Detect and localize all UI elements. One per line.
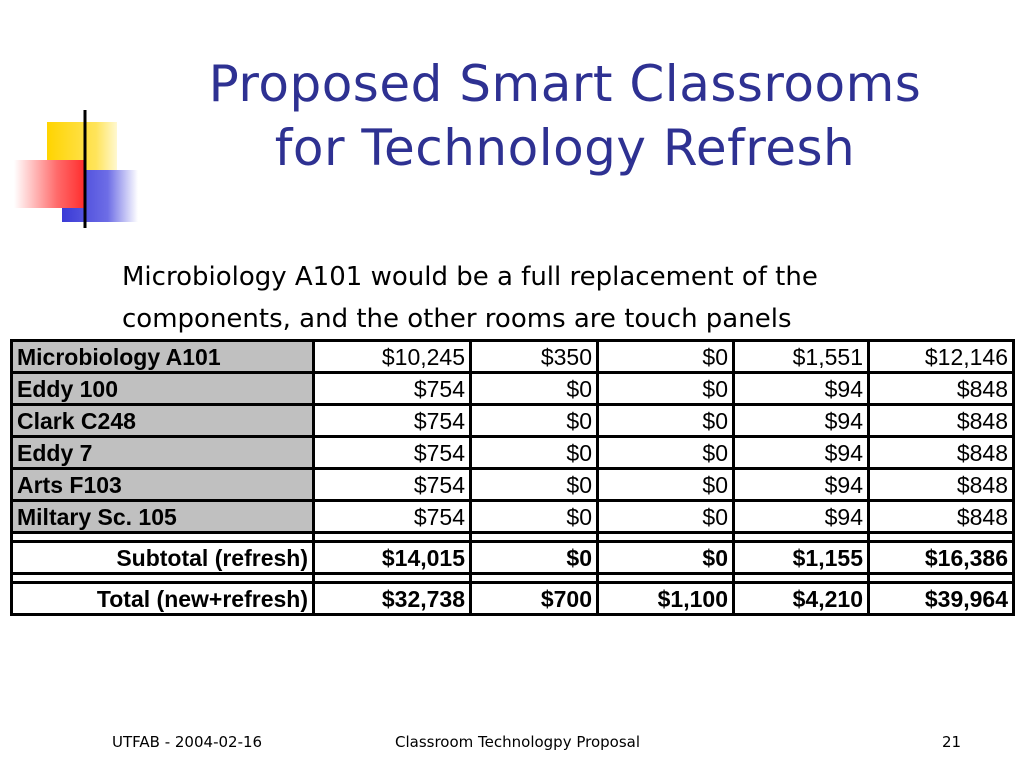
spacer-cell xyxy=(870,534,1015,543)
intro-line-2: components, and the other rooms are touc… xyxy=(122,304,792,334)
page-number: 21 xyxy=(942,733,962,751)
cost-cell: $94 xyxy=(735,470,870,502)
subtotal-label: Subtotal (refresh) xyxy=(10,543,315,575)
spacer-cell xyxy=(599,575,735,584)
row-total-cell: $848 xyxy=(870,406,1015,438)
cost-table-container: Microbiology A101 $10,245 $350 $0 $1,551… xyxy=(10,339,1015,616)
cost-cell: $1,551 xyxy=(735,339,870,374)
cost-cell: $1,100 xyxy=(599,584,735,616)
cost-cell: $0 xyxy=(472,438,599,470)
cost-cell: $0 xyxy=(472,502,599,534)
table-row: Arts F103 $754 $0 $0 $94 $848 xyxy=(10,470,1015,502)
intro-line-1: Microbiology A101 would be a full replac… xyxy=(122,262,818,292)
title-line-1: Proposed Smart Classrooms xyxy=(208,55,922,113)
cost-cell: $0 xyxy=(599,502,735,534)
spacer-cell xyxy=(870,575,1015,584)
room-name: Clark C248 xyxy=(10,406,315,438)
cost-cell: $0 xyxy=(599,406,735,438)
table-spacer-row xyxy=(10,534,1015,543)
footer-left: UTFAB - 2004-02-16 xyxy=(112,733,263,751)
cost-table: Microbiology A101 $10,245 $350 $0 $1,551… xyxy=(10,339,1015,616)
room-name: Eddy 100 xyxy=(10,374,315,406)
footer-center: Classroom Technologpy Proposal xyxy=(395,733,641,751)
row-total-cell: $848 xyxy=(870,502,1015,534)
spacer-cell xyxy=(735,575,870,584)
cost-cell: $754 xyxy=(315,374,472,406)
cost-cell: $10,245 xyxy=(315,339,472,374)
row-total-cell: $848 xyxy=(870,374,1015,406)
total-row: Total (new+refresh) $32,738 $700 $1,100 … xyxy=(10,584,1015,616)
spacer-cell xyxy=(472,575,599,584)
table-row: Eddy 7 $754 $0 $0 $94 $848 xyxy=(10,438,1015,470)
spacer-cell xyxy=(735,534,870,543)
cost-cell: $1,155 xyxy=(735,543,870,575)
spacer-cell xyxy=(315,534,472,543)
spacer-cell xyxy=(10,534,315,543)
room-name: Eddy 7 xyxy=(10,438,315,470)
cost-cell: $0 xyxy=(599,470,735,502)
spacer-cell xyxy=(315,575,472,584)
total-label: Total (new+refresh) xyxy=(10,584,315,616)
table-row: Microbiology A101 $10,245 $350 $0 $1,551… xyxy=(10,339,1015,374)
cost-cell: $14,015 xyxy=(315,543,472,575)
cost-cell: $0 xyxy=(472,543,599,575)
cost-cell: $754 xyxy=(315,438,472,470)
slide-title: Proposed Smart Classrooms for Technology… xyxy=(150,52,980,180)
subtotal-row: Subtotal (refresh) $14,015 $0 $0 $1,155 … xyxy=(10,543,1015,575)
spacer-cell xyxy=(10,575,315,584)
cost-cell: $4,210 xyxy=(735,584,870,616)
row-total-cell: $16,386 xyxy=(870,543,1015,575)
cost-cell: $700 xyxy=(472,584,599,616)
table-row: Clark C248 $754 $0 $0 $94 $848 xyxy=(10,406,1015,438)
cost-cell: $32,738 xyxy=(315,584,472,616)
title-line-2: for Technology Refresh xyxy=(274,119,856,177)
cost-cell: $94 xyxy=(735,406,870,438)
table-row: Eddy 100 $754 $0 $0 $94 $848 xyxy=(10,374,1015,406)
row-total-cell: $848 xyxy=(870,438,1015,470)
room-name: Arts F103 xyxy=(10,470,315,502)
cost-cell: $0 xyxy=(472,406,599,438)
red-square xyxy=(14,160,86,208)
table-row: Miltary Sc. 105 $754 $0 $0 $94 $848 xyxy=(10,502,1015,534)
cost-cell: $0 xyxy=(599,543,735,575)
cost-cell: $0 xyxy=(472,470,599,502)
room-name: Microbiology A101 xyxy=(10,339,315,374)
cost-cell: $94 xyxy=(735,374,870,406)
cost-cell: $94 xyxy=(735,502,870,534)
row-total-cell: $848 xyxy=(870,470,1015,502)
spacer-cell xyxy=(472,534,599,543)
row-total-cell: $39,964 xyxy=(870,584,1015,616)
row-total-cell: $12,146 xyxy=(870,339,1015,374)
cost-cell: $754 xyxy=(315,502,472,534)
cost-cell: $0 xyxy=(599,339,735,374)
cost-cell: $754 xyxy=(315,470,472,502)
cost-cell: $94 xyxy=(735,438,870,470)
intro-text: Microbiology A101 would be a full replac… xyxy=(122,256,1002,340)
spacer-cell xyxy=(599,534,735,543)
decorative-squares-graphic xyxy=(14,110,960,228)
table-spacer-row xyxy=(10,575,1015,584)
cost-cell: $0 xyxy=(472,374,599,406)
cost-cell: $0 xyxy=(599,374,735,406)
cost-cell: $350 xyxy=(472,339,599,374)
cost-cell: $754 xyxy=(315,406,472,438)
room-name: Miltary Sc. 105 xyxy=(10,502,315,534)
cost-cell: $0 xyxy=(599,438,735,470)
